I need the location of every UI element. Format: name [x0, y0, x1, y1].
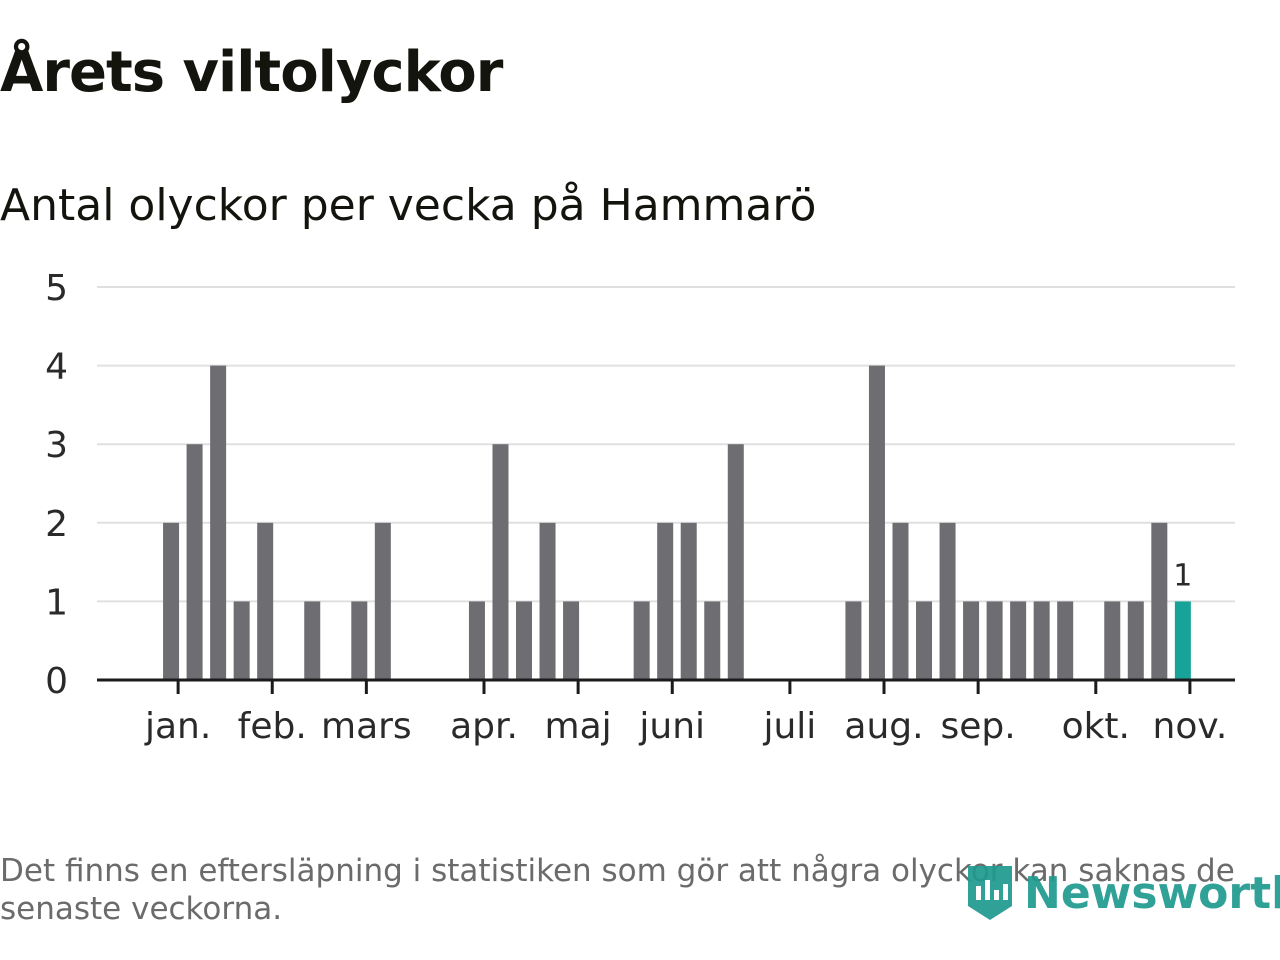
bar: [657, 522, 674, 680]
bar: [633, 601, 650, 680]
x-tick-label: aug.: [844, 706, 923, 747]
y-tick-label: 4: [45, 347, 68, 388]
bar: [939, 522, 956, 680]
bar: [516, 601, 533, 680]
x-tick-label: maj: [545, 706, 612, 747]
bar: [210, 365, 227, 680]
bar: [727, 444, 744, 680]
bar: [492, 444, 509, 680]
x-tick-label: nov.: [1153, 706, 1228, 747]
bar-chart: 0 1 2 3 4 5 1 jan. feb. mars apr. maj juni juli aug. se…: [45, 268, 1235, 747]
x-tick-label: juli: [762, 706, 816, 747]
bar: [1033, 601, 1050, 680]
bar: [186, 444, 203, 680]
bar: [963, 601, 980, 680]
y-tick-label: 0: [45, 661, 68, 702]
bar: [986, 601, 1003, 680]
bar: [233, 601, 250, 680]
bar: [257, 522, 274, 680]
x-tick-label: sep.: [941, 706, 1016, 747]
bar: [351, 601, 368, 680]
y-tick-label: 2: [45, 504, 68, 545]
bar: [704, 601, 721, 680]
chart-title: Årets viltolyckor: [0, 40, 503, 105]
bar: [374, 522, 391, 680]
x-tick-label: mars: [321, 706, 412, 747]
bar: [304, 601, 321, 680]
bar: [1127, 601, 1144, 680]
bar: [563, 601, 580, 680]
bar: [539, 522, 556, 680]
bar-highlight: [1174, 601, 1191, 680]
y-tick-label: 1: [45, 582, 68, 623]
newsworthy-logo-icon: [968, 866, 1012, 920]
bar: [916, 601, 933, 680]
x-tick-label: jan.: [144, 706, 211, 747]
bar: [1010, 601, 1027, 680]
x-tick-label: feb.: [238, 706, 307, 747]
footnote: Det finns en eftersläpning i statistiken…: [0, 853, 1235, 927]
bar: [845, 601, 862, 680]
bar-value-label: 1: [1173, 558, 1192, 593]
x-tick-label: okt.: [1062, 706, 1130, 747]
bar: [1057, 601, 1074, 680]
bar: [163, 522, 180, 680]
bar: [1151, 522, 1168, 680]
bar: [892, 522, 909, 680]
bar: [1104, 601, 1121, 680]
bar: [680, 522, 697, 680]
bar: [468, 601, 485, 680]
y-tick-label: 5: [45, 268, 68, 309]
bar: [868, 365, 885, 680]
y-tick-label: 3: [45, 425, 68, 466]
x-tick-label: apr.: [450, 706, 518, 747]
x-tick-label: juni: [638, 706, 705, 747]
brand-name: Newsworthy: [1024, 867, 1280, 919]
newsworthy-brand: Newsworthy: [964, 862, 1280, 924]
chart-subtitle: Antal olyckor per vecka på Hammarö: [0, 180, 817, 231]
